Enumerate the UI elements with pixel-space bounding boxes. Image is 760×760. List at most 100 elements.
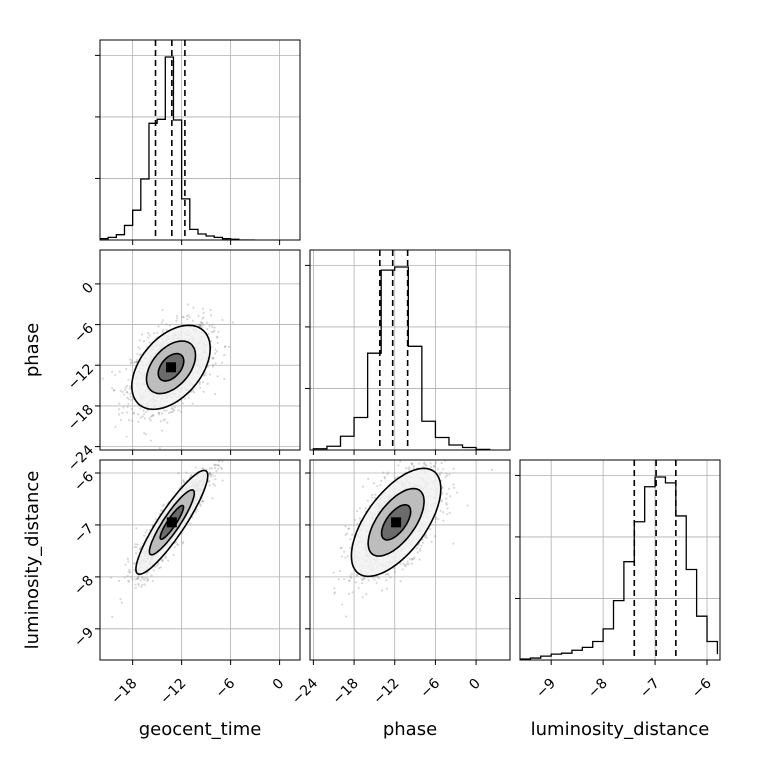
scatter-point [403,564,407,567]
panel-frame [519,459,721,661]
scatter-point [416,551,419,554]
scatter-point [146,579,149,582]
scatter-point [134,583,137,586]
scatter-point [175,540,178,544]
panel-frame [309,249,511,451]
scatter-point [124,563,127,566]
scatter-point [358,507,361,510]
scatter-point [159,509,163,512]
scatter-point [146,336,150,339]
scatter-point [147,332,150,335]
scatter-point [149,415,153,418]
scatter-point [445,492,448,496]
scatter-point [123,388,127,391]
scatter-point [135,546,138,549]
scatter-point [208,473,211,476]
scatter-point [188,316,191,319]
scatter-point [127,570,130,574]
scatter-point [111,615,114,619]
scatter-point [171,407,174,410]
scatter-point [177,409,180,412]
scatter-point [152,413,155,416]
scatter-point [402,562,405,565]
scatter-point [378,577,381,580]
scatter-point [145,411,148,414]
scatter-point [208,373,212,376]
scatter-point [194,510,198,514]
scatter-point [149,419,152,422]
scatter-point [145,572,148,575]
scatter-point [442,519,445,522]
scatter-point [358,517,361,520]
scatter-point [429,462,432,465]
scatter-point [149,439,152,442]
scatter-point [209,473,212,476]
scatter-point [141,415,144,418]
scatter-point [344,556,347,559]
scatter-point [412,465,416,468]
panel-frame [309,459,511,661]
scatter-point [165,328,168,331]
scatter-point [160,559,163,562]
scatter-point [176,543,179,546]
scatter-point [203,373,207,376]
scatter-point [362,576,366,580]
scatter-point [349,574,352,578]
scatter-point [156,562,160,565]
scatter-point [101,377,104,380]
scatter-point [191,390,194,393]
scatter-point [169,411,172,414]
scatter-point [199,321,203,324]
scatter-point [197,323,200,327]
scatter-point [214,348,217,351]
scatter-point [220,467,224,470]
scatter-point [221,361,224,364]
scatter-point [213,326,216,329]
scatter-point [425,533,428,537]
scatter-point [171,411,174,414]
scatter-point [383,477,387,480]
scatter-point [118,370,121,373]
scatter-point [445,474,448,478]
scatter-point [177,472,180,475]
scatter-point [137,582,140,585]
scatter-point [182,316,185,319]
scatter-point [187,396,190,399]
scatter-point [200,322,203,325]
scatter-point [448,511,451,514]
scatter-point [361,596,364,599]
scatter-point [212,356,215,359]
scatter-point [411,557,414,560]
scatter-point [136,543,139,546]
scatter-point [160,429,164,432]
scatter-point [148,417,151,420]
scatter-point [109,576,113,579]
scatter-point [387,471,390,474]
scatter-point [338,569,342,573]
scatter-point [143,578,146,581]
scatter-point [123,393,126,396]
scatter-point [163,409,166,412]
scatter-point [139,416,142,419]
scatter-point [213,467,217,470]
scatter-point [168,411,171,414]
scatter-point [212,482,215,485]
scatter-point [126,396,129,399]
scatter-point [158,447,161,450]
scatter-point [152,414,155,417]
scatter-point [366,499,369,502]
scatter-point [425,536,428,539]
scatter-point [209,475,213,478]
scatter-point [344,533,347,536]
scatter-point [199,503,202,506]
scatter-point [422,541,425,544]
scatter-point [113,389,116,392]
scatter-point [125,391,129,394]
scatter-point [446,512,449,516]
scatter-point [158,413,161,416]
scatter-point [434,516,438,519]
scatter-point [162,419,165,422]
scatter-point [129,571,132,574]
scatter-point [161,308,164,312]
